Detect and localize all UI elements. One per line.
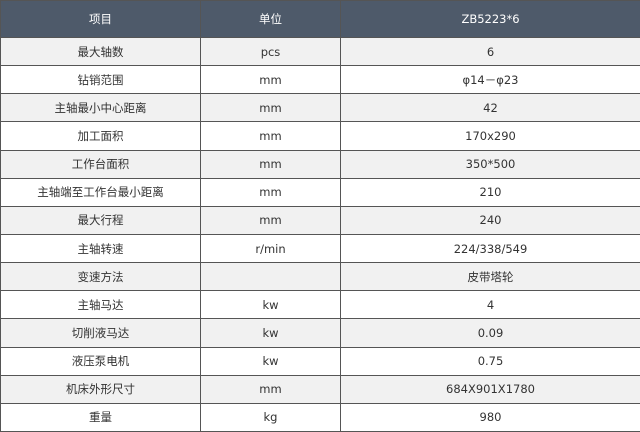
header-row: 项目 单位 ZB5223*6 xyxy=(0,0,640,38)
table-cell: 变速方法 xyxy=(0,262,201,292)
table-row: 工作台面积 mm 350*500 xyxy=(0,149,640,179)
table-row: 加工面积 mm 170x290 xyxy=(0,121,640,151)
table-cell: 684X901X1780 xyxy=(340,374,640,404)
table-cell: mm xyxy=(200,65,341,95)
table-cell: pcs xyxy=(200,36,341,67)
table-row: 主轴端至工作台最小距离 mm 210 xyxy=(0,177,640,207)
table-cell: 350*500 xyxy=(340,149,640,179)
table-cell: 210 xyxy=(340,177,640,207)
table-row: 最大行程 mm 240 xyxy=(0,205,640,235)
table-cell: 6 xyxy=(340,36,640,67)
table-cell: 钻销范围 xyxy=(0,65,201,95)
table-cell: 最大轴数 xyxy=(0,36,201,67)
table-cell: mm xyxy=(200,177,341,207)
table-cell: 切削液马达 xyxy=(0,318,201,348)
table-cell: mm xyxy=(200,205,341,235)
table-row: 主轴最小中心距离 mm 42 xyxy=(0,93,640,123)
table-cell: 机床外形尺寸 xyxy=(0,374,201,404)
table-cell: r/min xyxy=(200,233,341,264)
table-cell: 主轴最小中心距离 xyxy=(0,93,201,123)
table-cell: 液压泵电机 xyxy=(0,346,201,376)
table-cell: kg xyxy=(200,402,341,432)
table-row: 钻销范围 mm φ14－φ23 xyxy=(0,65,640,95)
table-cell: mm xyxy=(200,93,341,123)
table-cell: 重量 xyxy=(0,402,201,432)
table-cell: mm xyxy=(200,374,341,404)
table-cell: 240 xyxy=(340,205,640,235)
table-cell: 42 xyxy=(340,93,640,123)
table-row: 机床外形尺寸 mm 684X901X1780 xyxy=(0,374,640,404)
table-cell: mm xyxy=(200,121,341,151)
table-cell xyxy=(200,262,341,292)
table-cell: 170x290 xyxy=(340,121,640,151)
table-cell: φ14－φ23 xyxy=(340,65,640,95)
table-cell: mm xyxy=(200,149,341,179)
table-cell: 980 xyxy=(340,402,640,432)
table-row: 切削液马达 kw 0.09 xyxy=(0,318,640,348)
table-cell: 0.75 xyxy=(340,346,640,376)
table-cell: 主轴端至工作台最小距离 xyxy=(0,177,201,207)
table-row: 液压泵电机 kw 0.75 xyxy=(0,346,640,376)
table-row: 变速方法 皮带塔轮 xyxy=(0,262,640,292)
table-cell: 主轴马达 xyxy=(0,290,201,320)
table-cell: kw xyxy=(200,346,341,376)
table-row: 主轴马达 kw 4 xyxy=(0,290,640,320)
table-body: 最大轴数 pcs 6 钻销范围 mm φ14－φ23 主轴最小中心距离 mm 42 加工面积 mm 1… xyxy=(0,36,640,432)
table-cell: 加工面积 xyxy=(0,121,201,151)
header-cell: 项目 xyxy=(0,0,201,38)
table-cell: 0.09 xyxy=(340,318,640,348)
table-row: 主轴转速 r/min 224/338/549 xyxy=(0,233,640,264)
table-cell: kw xyxy=(200,290,341,320)
header-cell: 单位 xyxy=(200,0,341,38)
table-row: 重量 kg 980 xyxy=(0,402,640,432)
table-cell: 皮带塔轮 xyxy=(340,262,640,292)
table-cell: 最大行程 xyxy=(0,205,201,235)
table-cell: kw xyxy=(200,318,341,348)
table-cell: 主轴转速 xyxy=(0,233,201,264)
table-cell: 4 xyxy=(340,290,640,320)
header-cell: ZB5223*6 xyxy=(340,0,640,38)
table-row: 最大轴数 pcs 6 xyxy=(0,36,640,67)
table-cell: 工作台面积 xyxy=(0,149,201,179)
table-cell: 224/338/549 xyxy=(340,233,640,264)
